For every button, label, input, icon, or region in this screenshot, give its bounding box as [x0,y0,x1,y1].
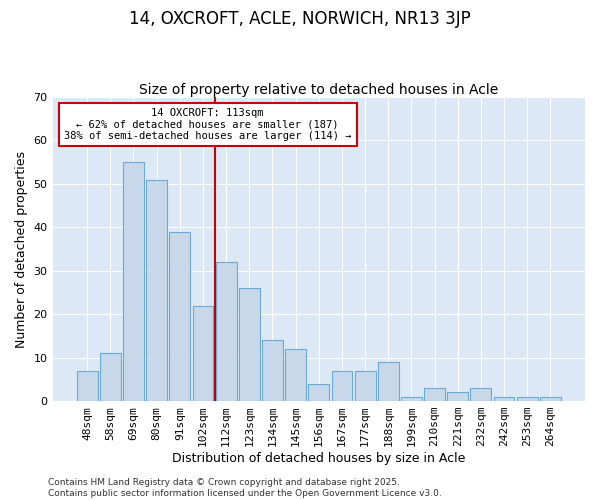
Title: Size of property relative to detached houses in Acle: Size of property relative to detached ho… [139,83,499,97]
Bar [540,396,561,401]
Text: 14, OXCROFT, ACLE, NORWICH, NR13 3JP: 14, OXCROFT, ACLE, NORWICH, NR13 3JP [129,10,471,28]
X-axis label: Distribution of detached houses by size in Acle: Distribution of detached houses by size … [172,452,466,465]
Bar [123,162,144,401]
Bar [470,388,491,401]
Bar [308,384,329,401]
Bar [517,396,538,401]
Bar [77,370,98,401]
Bar [332,370,352,401]
Bar [100,354,121,401]
Text: 14 OXCROFT: 113sqm
← 62% of detached houses are smaller (187)
38% of semi-detach: 14 OXCROFT: 113sqm ← 62% of detached hou… [64,108,352,141]
Bar [448,392,468,401]
Bar [169,232,190,401]
Bar [146,180,167,401]
Y-axis label: Number of detached properties: Number of detached properties [15,150,28,348]
Bar [424,388,445,401]
Bar [355,370,376,401]
Bar [193,306,214,401]
Bar [239,288,260,401]
Bar [285,349,306,401]
Bar [262,340,283,401]
Bar [378,362,398,401]
Text: Contains HM Land Registry data © Crown copyright and database right 2025.
Contai: Contains HM Land Registry data © Crown c… [48,478,442,498]
Bar [401,396,422,401]
Bar [494,396,514,401]
Bar [216,262,236,401]
